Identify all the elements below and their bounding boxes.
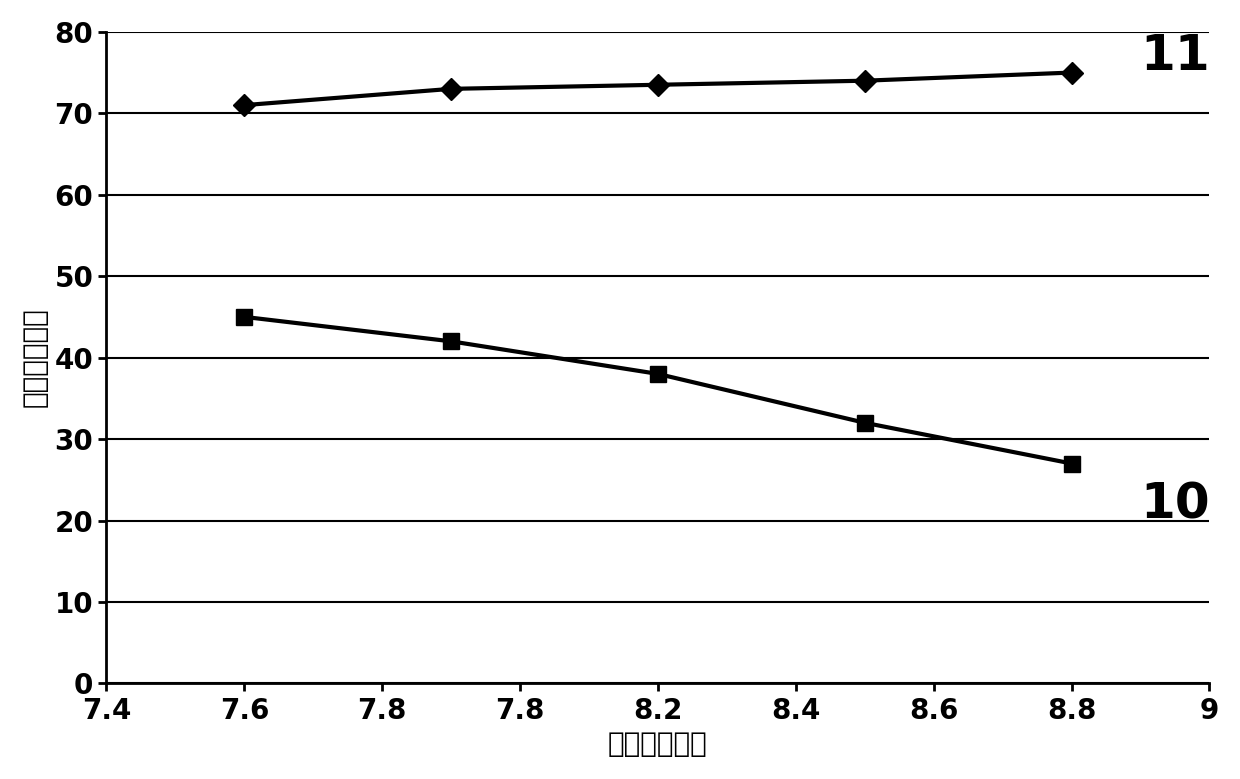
Text: 11: 11 (1141, 32, 1210, 80)
Text: 10: 10 (1141, 480, 1210, 528)
X-axis label: 电压（伏特）: 电压（伏特） (608, 730, 708, 758)
Y-axis label: 电流（微安）: 电流（微安） (21, 308, 48, 407)
